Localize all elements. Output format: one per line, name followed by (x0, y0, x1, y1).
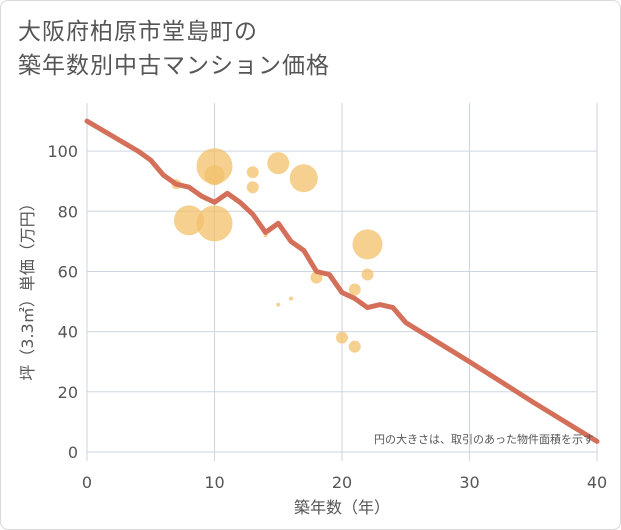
y-tick-label: 40 (58, 323, 78, 342)
bubble-point (246, 181, 259, 194)
x-tick-label: 20 (332, 473, 352, 492)
bubble-point (352, 229, 383, 260)
bubble-point (204, 165, 225, 186)
bubble-point (289, 296, 293, 301)
chart-title-line-2: 築年数別中古マンション価格 (18, 53, 330, 79)
y-tick-label: 100 (47, 142, 78, 161)
size-note: 円の大きさは、取引のあった物件面積を示す (374, 432, 594, 446)
grid-lines (86, 103, 598, 461)
y-tick-label: 80 (58, 202, 78, 221)
y-axis-label: 坪（3.3㎡）単価（万円） (18, 195, 37, 380)
bubble-point (289, 164, 318, 193)
bubble-point (336, 331, 348, 344)
x-tick-label: 30 (459, 473, 479, 492)
trend-series (84, 118, 600, 444)
tick-labels: 0 10 20 30 40 0 20 40 60 80 100 (47, 142, 607, 492)
chart-title-line-1: 大阪府柏原市堂島町の (18, 19, 258, 45)
x-tick-label: 0 (82, 473, 92, 492)
bubble-point (174, 205, 204, 236)
x-tick-label: 10 (204, 473, 224, 492)
bubble-point (246, 166, 259, 179)
bubble-series (171, 148, 383, 353)
trend-line (84, 118, 600, 444)
bubble-point (361, 268, 374, 281)
x-tick-label: 40 (587, 473, 607, 492)
bubble-point (276, 302, 281, 307)
bubble-point (348, 340, 361, 353)
y-tick-label: 20 (58, 383, 78, 402)
bubble-point (348, 283, 361, 296)
y-tick-label: 60 (58, 262, 78, 281)
y-tick-label: 0 (68, 443, 78, 462)
bubble-point (267, 152, 290, 175)
chart-title: 大阪府柏原市堂島町の 築年数別中古マンション価格 (18, 15, 578, 83)
x-axis-label: 築年数（年） (294, 498, 390, 517)
bubble-point (196, 205, 233, 242)
